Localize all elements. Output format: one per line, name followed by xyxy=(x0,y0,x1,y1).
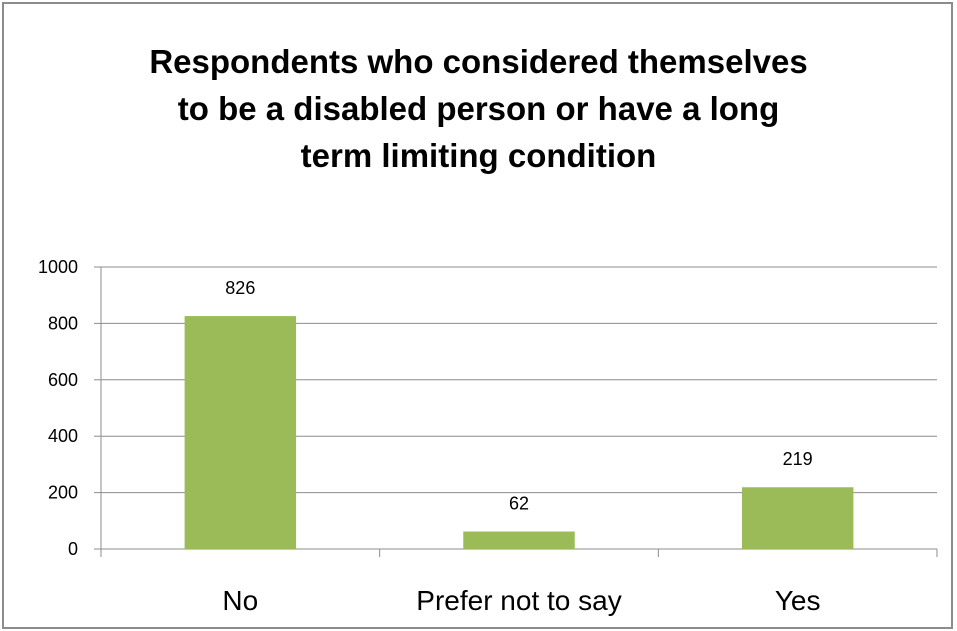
y-tick-label: 200 xyxy=(48,483,78,503)
bar-1 xyxy=(463,531,575,549)
y-tick-label: 0 xyxy=(68,539,78,559)
data-label: 62 xyxy=(509,494,529,514)
x-category-label: Yes xyxy=(775,585,821,616)
chart-title-line-3: term limiting condition xyxy=(300,137,657,174)
x-category-label: Prefer not to say xyxy=(416,585,621,616)
data-label: 219 xyxy=(783,449,813,469)
bar-2 xyxy=(741,487,854,549)
chart-title-line-1: Respondents who considered themselves xyxy=(149,43,808,80)
chart-title: Respondents who considered themselves to… xyxy=(0,38,957,179)
x-category-label: No xyxy=(222,585,258,616)
bar-0 xyxy=(184,316,297,549)
y-tick-label: 600 xyxy=(48,370,78,390)
data-label: 826 xyxy=(225,278,255,298)
y-tick-label: 1000 xyxy=(38,257,78,277)
chart-title-line-2: to be a disabled person or have a long xyxy=(177,90,780,127)
y-tick-label: 400 xyxy=(48,426,78,446)
y-tick-label: 800 xyxy=(48,313,78,333)
